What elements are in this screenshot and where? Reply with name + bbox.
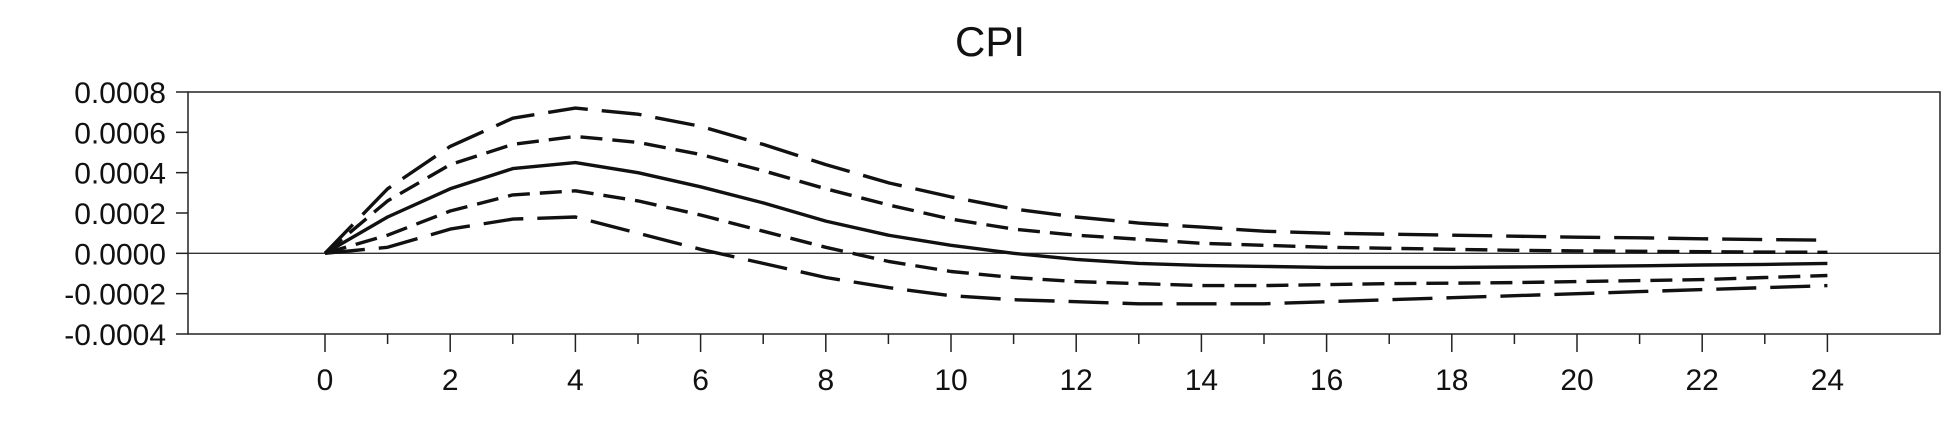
series-line-4-dashed-long (324, 215, 1828, 306)
series-line-2-solid (324, 160, 1828, 270)
series-layer (323, 106, 1828, 306)
series-line-0-dashed-long (323, 106, 1828, 255)
x-tick-label: 24 (1811, 364, 1844, 397)
y-tick-label: 0.0006 (74, 117, 166, 150)
x-tick-label: 22 (1686, 364, 1719, 397)
x-tick-label: 0 (317, 364, 334, 397)
x-tick-label: 2 (442, 364, 459, 397)
y-axis-ticks: 0.0008 0.0006 0.0004 0.0002 0.0000 -0.0002 -0.… (64, 77, 188, 352)
y-tick-label: 0.0008 (74, 77, 166, 110)
x-tick-label: 18 (1435, 364, 1468, 397)
y-tick-label: 0.0002 (74, 198, 166, 231)
y-tick-label: 0.0004 (74, 158, 166, 191)
x-tick-label: 12 (1060, 364, 1093, 397)
y-tick-label: -0.0004 (64, 319, 166, 352)
x-axis-ticks: 0 2 4 6 8 10 12 14 16 18 20 22 24 (317, 334, 1844, 397)
x-tick-label: 6 (692, 364, 709, 397)
series-line-1-dashed-short (323, 134, 1828, 255)
x-tick-label: 14 (1185, 364, 1218, 397)
x-tick-label: 20 (1560, 364, 1593, 397)
y-tick-label: 0.0000 (74, 238, 166, 271)
x-tick-label: 4 (567, 364, 584, 397)
x-tick-label: 10 (934, 364, 967, 397)
chart-title: CPI (955, 18, 1025, 65)
plot-frame (187, 91, 1941, 335)
x-tick-label: 16 (1310, 364, 1343, 397)
series-line-3-dashed-short (324, 189, 1828, 288)
y-tick-label: -0.0002 (64, 279, 166, 312)
x-tick-label: 8 (817, 364, 834, 397)
